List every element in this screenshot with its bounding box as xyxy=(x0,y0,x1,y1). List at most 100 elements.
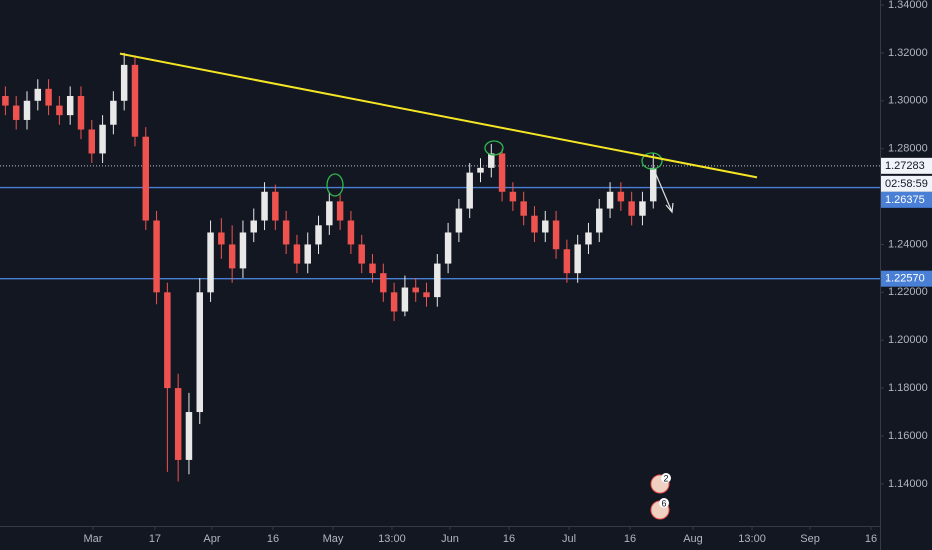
y-tick-label: 1.30000 xyxy=(888,95,928,107)
candle-body xyxy=(650,167,657,202)
candle-body xyxy=(207,232,214,293)
candle-body xyxy=(250,220,257,233)
x-tick-label: Apr xyxy=(203,533,220,545)
candle-body xyxy=(336,201,344,221)
candle-body xyxy=(272,191,279,221)
candle-body xyxy=(628,201,635,216)
candle-body xyxy=(164,292,171,389)
candle-body xyxy=(326,201,333,226)
plot xyxy=(0,52,880,482)
x-tick-label: 16 xyxy=(503,533,515,545)
candle-body xyxy=(315,225,322,245)
candle-body xyxy=(412,287,419,293)
x-tick-label: 17 xyxy=(149,533,161,545)
candle-body xyxy=(390,292,398,312)
candle-body xyxy=(185,412,193,460)
candle-body xyxy=(99,124,106,154)
candle-body xyxy=(444,232,452,264)
x-tick-label: Mar xyxy=(83,533,102,545)
candle-body xyxy=(466,172,473,209)
candle-body xyxy=(606,191,614,209)
candle-body xyxy=(639,201,646,216)
candle-body xyxy=(12,105,20,120)
x-tick-label: Aug xyxy=(683,533,703,545)
candle-body xyxy=(77,96,85,130)
candle-body xyxy=(282,220,290,245)
y-tick-label: 1.28000 xyxy=(888,143,928,155)
candle-body xyxy=(218,232,225,245)
candle-body xyxy=(261,191,268,221)
candle-body xyxy=(563,249,571,274)
level-price-label: 1.22570 xyxy=(885,273,925,285)
circle-annotation xyxy=(641,152,663,170)
candle-body xyxy=(617,191,625,202)
x-tick-label: 16 xyxy=(267,533,279,545)
candle-body xyxy=(239,232,247,269)
last-price-box xyxy=(881,157,932,174)
y-tick-label: 1.14000 xyxy=(888,478,928,490)
x-tick-label: 16 xyxy=(624,533,636,545)
x-tick-label: 16 xyxy=(865,533,877,545)
event-count: 2 xyxy=(663,473,668,483)
level-price-label: 1.26375 xyxy=(885,194,925,206)
candle-body xyxy=(369,263,376,274)
x-tick-label: Sep xyxy=(800,533,820,545)
countdown-label: 02:58:59 xyxy=(885,178,928,190)
candle-body xyxy=(477,167,484,173)
candle-body xyxy=(88,129,96,154)
candle-body xyxy=(455,208,463,233)
countdown-box xyxy=(881,175,932,192)
candle-body xyxy=(596,208,603,233)
candle-body xyxy=(142,136,150,221)
y-tick-label: 1.32000 xyxy=(888,47,928,59)
candle-body xyxy=(293,244,301,264)
level-price-box xyxy=(881,270,932,287)
candle-body xyxy=(347,220,355,245)
arrow-annotation xyxy=(654,171,674,214)
y-tick-label: 1.22000 xyxy=(888,286,928,298)
candle-body xyxy=(174,388,182,460)
y-tick-label: 1.18000 xyxy=(888,382,928,394)
candle-body xyxy=(380,273,387,293)
trendline xyxy=(119,52,758,179)
candle-body xyxy=(2,96,9,106)
y-tick-label: 1.34000 xyxy=(888,0,928,11)
candle-body xyxy=(531,215,538,233)
x-tick-label: 13:00 xyxy=(378,533,406,545)
candle-body xyxy=(585,232,592,245)
x-tick-label: Jul xyxy=(562,533,576,545)
candle-body xyxy=(34,88,42,101)
x-tick-label: May xyxy=(323,533,344,545)
candle-body xyxy=(542,220,549,233)
candle-body xyxy=(358,244,365,264)
candle-body xyxy=(45,88,52,106)
candle-body xyxy=(110,100,117,125)
candle-body xyxy=(423,292,430,298)
event-badge xyxy=(659,498,669,508)
candle-body xyxy=(401,287,409,312)
candle-body xyxy=(196,292,203,413)
candle-body xyxy=(56,105,63,116)
x-tick-label: 13:00 xyxy=(738,533,766,545)
y-tick-label: 1.20000 xyxy=(888,334,928,346)
candle-body xyxy=(304,244,311,264)
candle-body xyxy=(228,244,236,269)
x-tick-label: Jun xyxy=(441,533,459,545)
candle-body xyxy=(509,191,517,202)
y-tick-label: 1.24000 xyxy=(888,238,928,250)
candle-body xyxy=(552,220,560,250)
circle-annotation xyxy=(326,173,344,197)
circle-annotation xyxy=(484,140,504,156)
candle-body xyxy=(153,220,160,293)
candle-body xyxy=(520,201,527,216)
event-count: 6 xyxy=(661,498,666,508)
level-price-box xyxy=(881,191,932,208)
candle-body xyxy=(574,244,581,274)
candle-body xyxy=(488,153,495,168)
event-badge xyxy=(661,473,671,483)
candle-body xyxy=(66,96,74,116)
candle-body xyxy=(498,153,506,192)
candle-body xyxy=(23,100,31,120)
